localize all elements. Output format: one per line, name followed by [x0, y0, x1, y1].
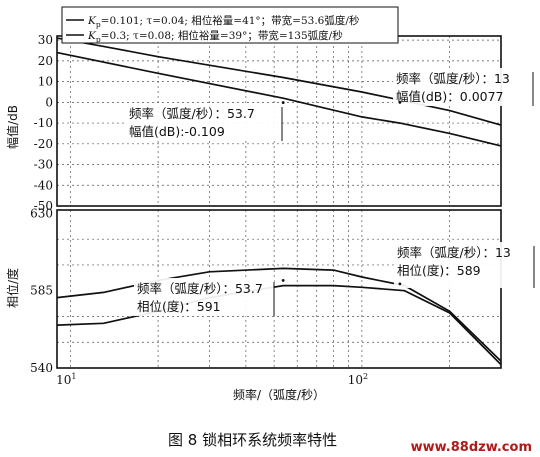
- magnitude-y-tick-label-8: -50: [34, 199, 53, 213]
- magnitude-y-tick-label-1: 20: [38, 54, 53, 68]
- phase-series-2-line: [56, 267, 502, 362]
- figure-caption: 图 8 锁相环系统频率特性: [168, 431, 337, 449]
- phase-plot-frame: [56, 209, 502, 369]
- annotation-text-3-line2: 相位(度)：589: [397, 263, 481, 278]
- phase-y-axis-label: 相位/度: [5, 268, 20, 308]
- magnitude-y-ticks: 30 20 10 0 -10 -20 -30 -40 -50: [34, 33, 53, 213]
- legend-entry-2: Kp=0.3; τ=0.08; 相位裕量=39°；带宽=135弧度/秒: [87, 29, 343, 44]
- annotation-box-2: [134, 278, 274, 316]
- annotation-text-0-line2: 幅值(dB):-0.109: [129, 124, 225, 139]
- phase-y-tick-label-0: 630: [30, 206, 53, 220]
- magnitude-y-tick-label-6: -30: [34, 158, 53, 172]
- annotation-box-3: [394, 242, 534, 288]
- magnitude-series: [56, 37, 502, 147]
- x-tick-label-0: 101: [56, 372, 76, 387]
- phase-y-ticks: 630 585 540: [30, 206, 53, 375]
- annotation-text-2-line2: 相位(度)：591: [137, 299, 221, 314]
- annotation-box-0: [126, 103, 282, 141]
- phase-grid: [57, 210, 501, 368]
- annotation-text-1-line2: 幅值(dB)：0.0077: [396, 89, 504, 104]
- phase-series-1-line: [56, 284, 502, 366]
- magnitude-y-tick-label-7: -40: [34, 178, 53, 192]
- annotation-marker-0: [281, 101, 285, 104]
- annotation-text-3-line1: 频率（弧度/秒）：13: [397, 245, 511, 260]
- magnitude-series-1-line: [56, 51, 502, 147]
- legend-box: [61, 6, 399, 44]
- annotation-text-0-line1: 频率（弧度/秒）：53.7: [129, 106, 255, 121]
- watermark: www.88dzw.com: [411, 440, 532, 455]
- annotation-box-1: [393, 68, 533, 106]
- magnitude-y-axis-label: 幅值/dB: [5, 105, 20, 149]
- annotation-marker-2: [281, 279, 285, 282]
- legend: Kp=0.101; τ=0.04; 相位裕量=41°；带宽=53.6弧度/秒 K…: [61, 6, 399, 44]
- magnitude-y-tick-label-0: 30: [38, 33, 53, 47]
- annotation-text-2-line1: 频率（弧度/秒）：53.7: [137, 281, 263, 296]
- annotation-marker-1: [398, 100, 402, 104]
- phase-series: [56, 267, 502, 366]
- magnitude-y-tick-label-2: 10: [38, 75, 53, 89]
- magnitude-y-tick-label-5: -20: [34, 137, 53, 151]
- annotations: 频率（弧度/秒）：53.7 幅值(dB):-0.109 频率（弧度/秒）：13 幅值(…: [126, 68, 535, 316]
- x-tick-labels: 101 102: [56, 372, 368, 387]
- magnitude-y-tick-label-3: 0: [45, 95, 53, 109]
- x-axis-label: 频率/（弧度/秒）: [233, 387, 325, 402]
- x-tick-label-1: 102: [348, 372, 368, 387]
- annotation-text-1-line1: 频率（弧度/秒）：13: [396, 71, 510, 86]
- phase-y-tick-label-2: 540: [30, 361, 53, 375]
- magnitude-y-tick-label-4: -10: [34, 116, 53, 130]
- phase-y-tick-label-1: 585: [30, 284, 53, 298]
- magnitude-series-2-line: [56, 37, 502, 126]
- legend-entry-1: Kp=0.101; τ=0.04; 相位裕量=41°；带宽=53.6弧度/秒: [87, 14, 360, 29]
- annotation-marker-3: [398, 282, 402, 286]
